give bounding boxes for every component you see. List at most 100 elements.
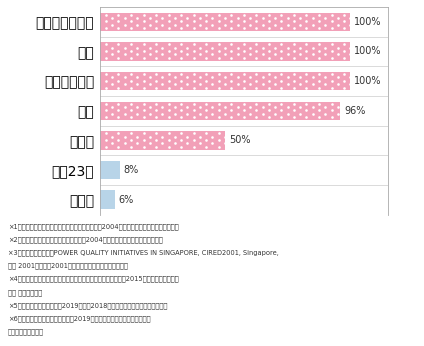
Point [303,26,310,31]
Point [303,108,310,113]
Point [128,108,134,113]
Point [247,22,254,28]
Point [234,15,241,21]
Point [290,19,297,24]
Point [178,71,184,77]
Point [228,26,234,31]
Point [278,115,285,120]
Point [109,111,116,117]
Point [290,71,297,77]
Point [209,15,216,21]
Point [228,42,234,47]
Point [121,104,128,110]
Point [341,42,348,47]
Point [222,15,229,21]
Point [228,108,234,113]
Point [347,22,354,28]
Point [228,78,234,83]
Point [234,45,241,51]
Point [115,42,122,47]
Point [278,108,285,113]
Point [259,52,266,57]
Point [203,101,209,106]
Point [247,45,254,51]
Point [328,42,335,47]
Point [335,81,341,87]
Point [290,85,297,90]
Point [240,26,247,31]
Point [203,137,209,143]
Point [171,15,178,21]
Point [209,104,216,110]
Point [190,108,197,113]
Point [303,42,310,47]
Point [247,111,254,117]
Point [341,26,348,31]
Point [222,134,229,139]
Point [335,74,341,80]
Point [259,45,266,51]
Point [297,52,304,57]
Point [222,81,229,87]
Point [222,52,229,57]
Point [303,12,310,17]
Point [215,85,222,90]
Point [240,101,247,106]
Point [190,144,197,149]
Point [278,42,285,47]
Point [165,115,172,120]
Point [197,74,204,80]
Point [128,48,134,54]
Point [128,12,134,17]
Point [265,48,272,54]
Point [197,22,204,28]
Point [128,144,134,149]
Point [115,71,122,77]
Point [341,78,348,83]
Point [272,52,279,57]
Point [128,42,134,47]
Point [121,141,128,146]
Point [146,52,153,57]
Point [328,115,335,120]
Point [121,81,128,87]
Point [203,19,209,24]
Point [347,45,354,51]
Point [171,104,178,110]
Point [159,52,166,57]
Point [109,52,116,57]
Point [322,45,329,51]
Bar [100,72,350,90]
Point [328,85,335,90]
Point [303,115,310,120]
Point [146,104,153,110]
Point [153,85,159,90]
Point [215,101,222,106]
Text: 100%: 100% [354,46,382,56]
Text: 100%: 100% [354,17,382,27]
Point [103,85,109,90]
Text: ×4　台北は台北市道路管線情報センター資料による台北市区の2015年の状況（ケーブル: ×4 台北は台北市道路管線情報センター資料による台北市区の2015年の状況（ケー… [8,276,178,282]
Point [240,12,247,17]
Point [178,48,184,54]
Point [272,15,279,21]
Point [153,48,159,54]
Point [115,78,122,83]
Point [259,81,266,87]
Point [178,26,184,31]
Point [128,19,134,24]
Point [247,81,254,87]
Point [165,130,172,136]
Point [165,12,172,17]
Text: ×5　ソウルは韓国電力統全2019による2018年の状況（ケーブル延長ベース）: ×5 ソウルは韓国電力統全2019による2018年の状況（ケーブル延長ベース） [8,302,167,309]
Point [310,74,316,80]
Point [197,141,204,146]
Point [153,78,159,83]
Point [315,42,322,47]
Point [240,78,247,83]
Text: 6%: 6% [118,195,134,205]
Point [259,15,266,21]
Point [253,19,260,24]
Point [322,74,329,80]
Point [209,74,216,80]
